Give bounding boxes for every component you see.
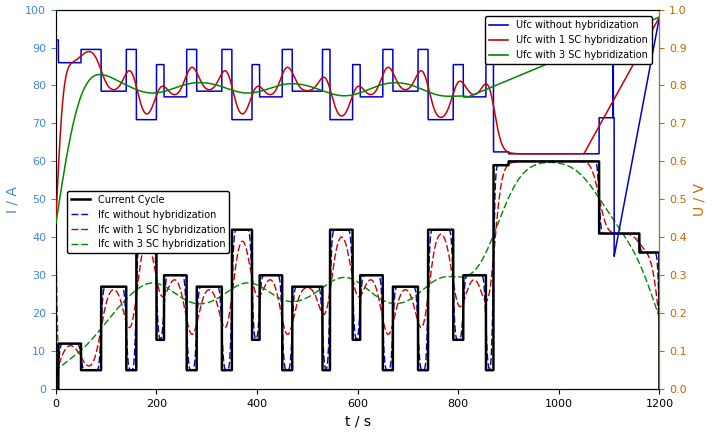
Legend: Ufc without hybridization, Ufc with 1 SC hybridization, Ufc with 3 SC hybridizat: Ufc without hybridization, Ufc with 1 SC… [485,16,651,64]
Y-axis label: U / V: U / V [693,183,706,216]
X-axis label: t / s: t / s [345,414,371,428]
Legend: Current Cycle, Ifc without hybridization, Ifc with 1 SC hybridization, Ifc with : Current Cycle, Ifc without hybridization… [67,191,229,253]
Y-axis label: I / A: I / A [6,186,19,213]
